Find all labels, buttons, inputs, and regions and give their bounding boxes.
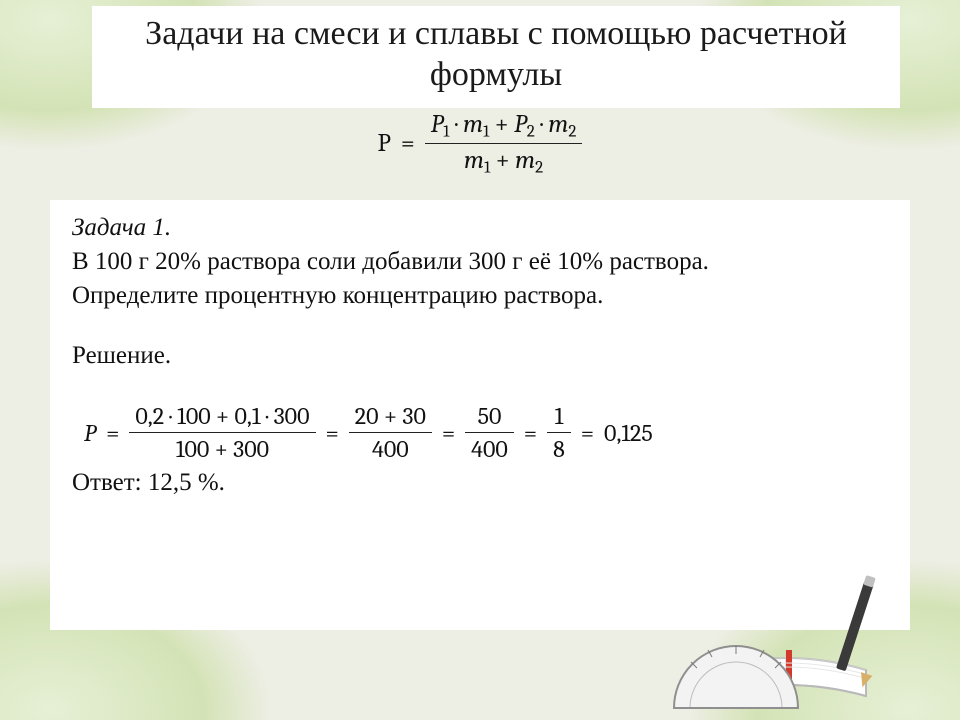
sol-f2-num: 20 + 30 <box>349 402 432 430</box>
formula-fraction: P1 · m1 + P2 · m2 m1 + m2 <box>425 110 583 178</box>
formula-denominator: m1 + m2 <box>458 146 549 177</box>
sol-frac-2: 20 + 30 400 <box>349 402 432 463</box>
problem-label: Задача 1. <box>72 214 888 242</box>
formula-eq: = <box>401 129 415 158</box>
sol-f4-num: 1 <box>549 402 570 430</box>
formula-main: P = P1 · m1 + P2 · m2 m1 + m2 <box>0 110 960 178</box>
solution-label: Решение. <box>72 342 888 370</box>
sol-lhs: P <box>84 419 96 447</box>
sol-f3-den: 400 <box>465 435 514 463</box>
solution-equation: P = 0,2 · 100 + 0,1 · 300 100 + 300 = 20… <box>72 402 888 463</box>
sol-f3-num: 50 <box>472 402 508 430</box>
sol-frac-4: 1 8 <box>547 402 571 463</box>
eq-sign: = <box>106 419 119 447</box>
sol-f1-den: 100 + 300 <box>170 435 275 463</box>
answer: Ответ: 12,5 %. <box>72 469 888 497</box>
slide: Задачи на смеси и сплавы с помощью расче… <box>0 0 960 720</box>
eq-sign: = <box>326 419 339 447</box>
sol-frac-3: 50 400 <box>465 402 514 463</box>
eq-sign: = <box>524 419 537 447</box>
sol-f2-den: 400 <box>366 435 415 463</box>
title-panel: Задачи на смеси и сплавы с помощью расче… <box>92 6 900 108</box>
problem-text-line: В 100 г 20% раствора соли добавили 300 г… <box>72 248 888 276</box>
eq-sign: = <box>581 419 594 447</box>
eq-sign: = <box>442 419 455 447</box>
sol-rhs: 0,125 <box>604 419 653 447</box>
sol-frac-1: 0,2 · 100 + 0,1 · 300 100 + 300 <box>129 402 315 463</box>
formula-numerator: P1 · m1 + P2 · m2 <box>425 110 583 141</box>
problem-text-line: Определите процентную концентрацию раств… <box>72 282 888 310</box>
sol-f1-num: 0,2 · 100 + 0,1 · 300 <box>129 402 315 430</box>
page-title: Задачи на смеси и сплавы с помощью расче… <box>108 14 884 96</box>
content-panel: Задача 1. В 100 г 20% раствора соли доба… <box>50 200 910 630</box>
sol-f4-den: 8 <box>547 435 571 463</box>
formula-lhs: P <box>378 129 391 158</box>
